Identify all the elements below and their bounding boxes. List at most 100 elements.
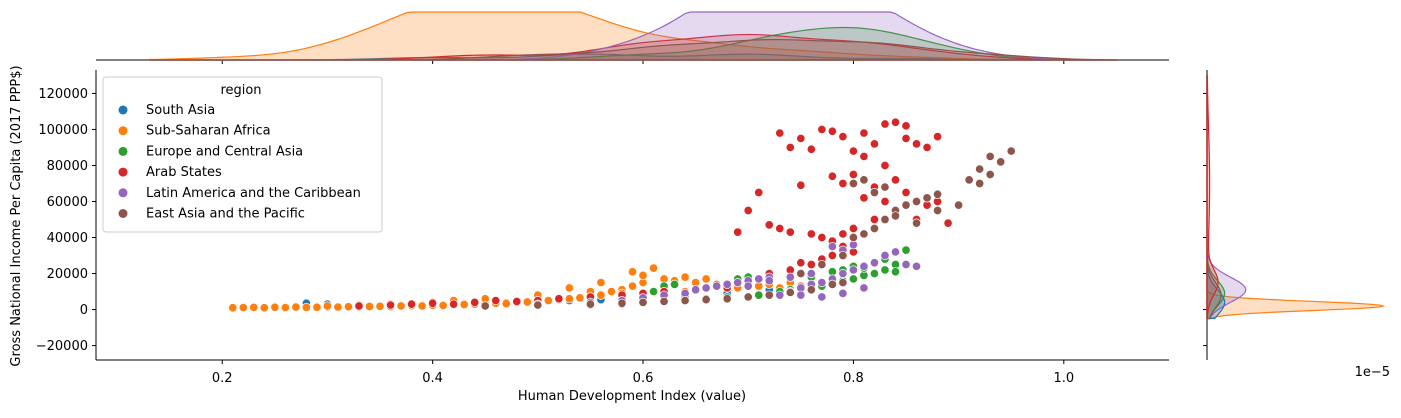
scatter-point	[880, 182, 890, 192]
scatter-point	[785, 272, 795, 282]
scatter-point	[638, 270, 648, 280]
scatter-point	[796, 268, 806, 279]
scatter-point	[259, 303, 269, 313]
scatter-point	[848, 274, 858, 284]
scatter-point	[743, 292, 753, 302]
scatter-point	[680, 296, 690, 306]
scatter-point	[575, 293, 585, 303]
scatter-point	[869, 258, 880, 268]
scatter-point	[922, 193, 932, 203]
scatter-point	[943, 218, 953, 228]
scatter-point	[817, 292, 827, 302]
scatter-point	[554, 294, 564, 304]
scatter-point	[333, 302, 343, 312]
scatter-point	[343, 302, 354, 312]
scatter-point	[785, 142, 795, 153]
scatter-point	[954, 200, 964, 210]
scatter-point	[880, 214, 890, 225]
scatter-point	[617, 298, 627, 308]
scatter-point	[859, 193, 869, 203]
scatter-point	[901, 259, 911, 270]
scatter-point	[543, 296, 553, 306]
legend: region South Asia Sub-Saharan Africa Europe…	[102, 76, 383, 233]
scatter-point	[880, 196, 890, 207]
scatter-point	[806, 259, 816, 270]
scatter-point	[838, 132, 848, 142]
scatter-point	[449, 299, 459, 309]
series-east-asia-and-the-pacific	[480, 146, 1016, 311]
scatter-point	[375, 301, 385, 311]
y-tick-label: 40000	[47, 231, 88, 246]
scatter-point	[806, 229, 816, 239]
x-tick-label: 0.4	[422, 371, 443, 386]
scatter-point	[470, 297, 480, 307]
legend-entry-label: Sub-Saharan Africa	[146, 124, 271, 139]
y-tick-label: 60000	[47, 195, 88, 210]
legend-marker	[118, 126, 128, 136]
scatter-point	[670, 279, 680, 289]
scatter-point	[785, 287, 795, 298]
scatter-point	[859, 128, 869, 138]
legend-title: region	[220, 83, 261, 98]
scatter-point	[522, 297, 532, 307]
scatter-point	[869, 268, 880, 279]
scatter-point	[312, 302, 322, 312]
scatter-point	[880, 119, 890, 129]
scatter-point	[890, 117, 901, 127]
scatter-point	[817, 277, 827, 288]
top-marginal-kde	[96, 11, 1169, 64]
kde-y-arab-states	[1206, 74, 1219, 320]
scatter-point	[438, 300, 448, 310]
scatter-point	[691, 285, 701, 295]
scatter-point	[743, 281, 753, 291]
scatter-point	[933, 205, 943, 216]
series-latin-america-and-the-caribbean	[533, 240, 922, 309]
legend-entry-label: Latin America and the Caribbean	[146, 186, 361, 201]
scatter-point	[627, 281, 638, 291]
legend-entry-label: Arab States	[146, 165, 222, 180]
scatter-point	[775, 128, 785, 138]
scatter-point	[838, 250, 848, 261]
scatter-point	[680, 272, 690, 282]
scatter-point	[838, 229, 848, 239]
scatter-point	[964, 175, 974, 185]
scatter-point	[596, 277, 606, 288]
marginal-offset-label: 1e−5	[1355, 365, 1390, 380]
legend-entry-label: East Asia and the Pacific	[146, 207, 305, 222]
scatter-point	[385, 300, 396, 310]
kde-x-sub-saharan-africa	[147, 11, 1117, 61]
scatter-point	[743, 205, 753, 216]
scatter-point	[733, 277, 743, 288]
main-plot-area: 0.2 0.4 0.6 0.8 1.0 −20000 0 20000 40000 60000 800…	[36, 70, 1169, 386]
scatter-point	[785, 227, 795, 237]
scatter-point	[228, 303, 238, 313]
scatter-point	[848, 169, 858, 180]
scatter-point	[838, 268, 848, 279]
scatter-point	[301, 302, 311, 312]
scatter-point	[491, 296, 501, 306]
scatter-point	[859, 151, 869, 162]
scatter-point	[291, 302, 301, 312]
scatter-point	[796, 290, 806, 300]
scatter-point	[733, 227, 743, 237]
scatter-point	[722, 294, 732, 304]
scatter-point	[648, 287, 659, 297]
scatter-point	[596, 290, 606, 300]
x-axis-title: Human Development Index (value)	[518, 389, 746, 404]
y-tick-label: 120000	[38, 87, 88, 102]
scatter-point	[859, 283, 869, 293]
scatter-point	[428, 298, 438, 308]
scatter-point	[901, 200, 911, 210]
legend-marker	[118, 188, 128, 198]
y-tick-label: 0	[80, 303, 88, 318]
scatter-point	[796, 258, 806, 268]
scatter-point	[754, 187, 764, 198]
scatter-point	[407, 299, 417, 309]
scatter-point	[564, 283, 574, 293]
scatter-point	[890, 175, 901, 185]
scatter-point	[585, 299, 595, 309]
scatter-point	[764, 290, 774, 300]
y-tick-label: 20000	[47, 267, 88, 282]
scatter-point	[848, 146, 858, 156]
scatter-point	[859, 261, 869, 271]
